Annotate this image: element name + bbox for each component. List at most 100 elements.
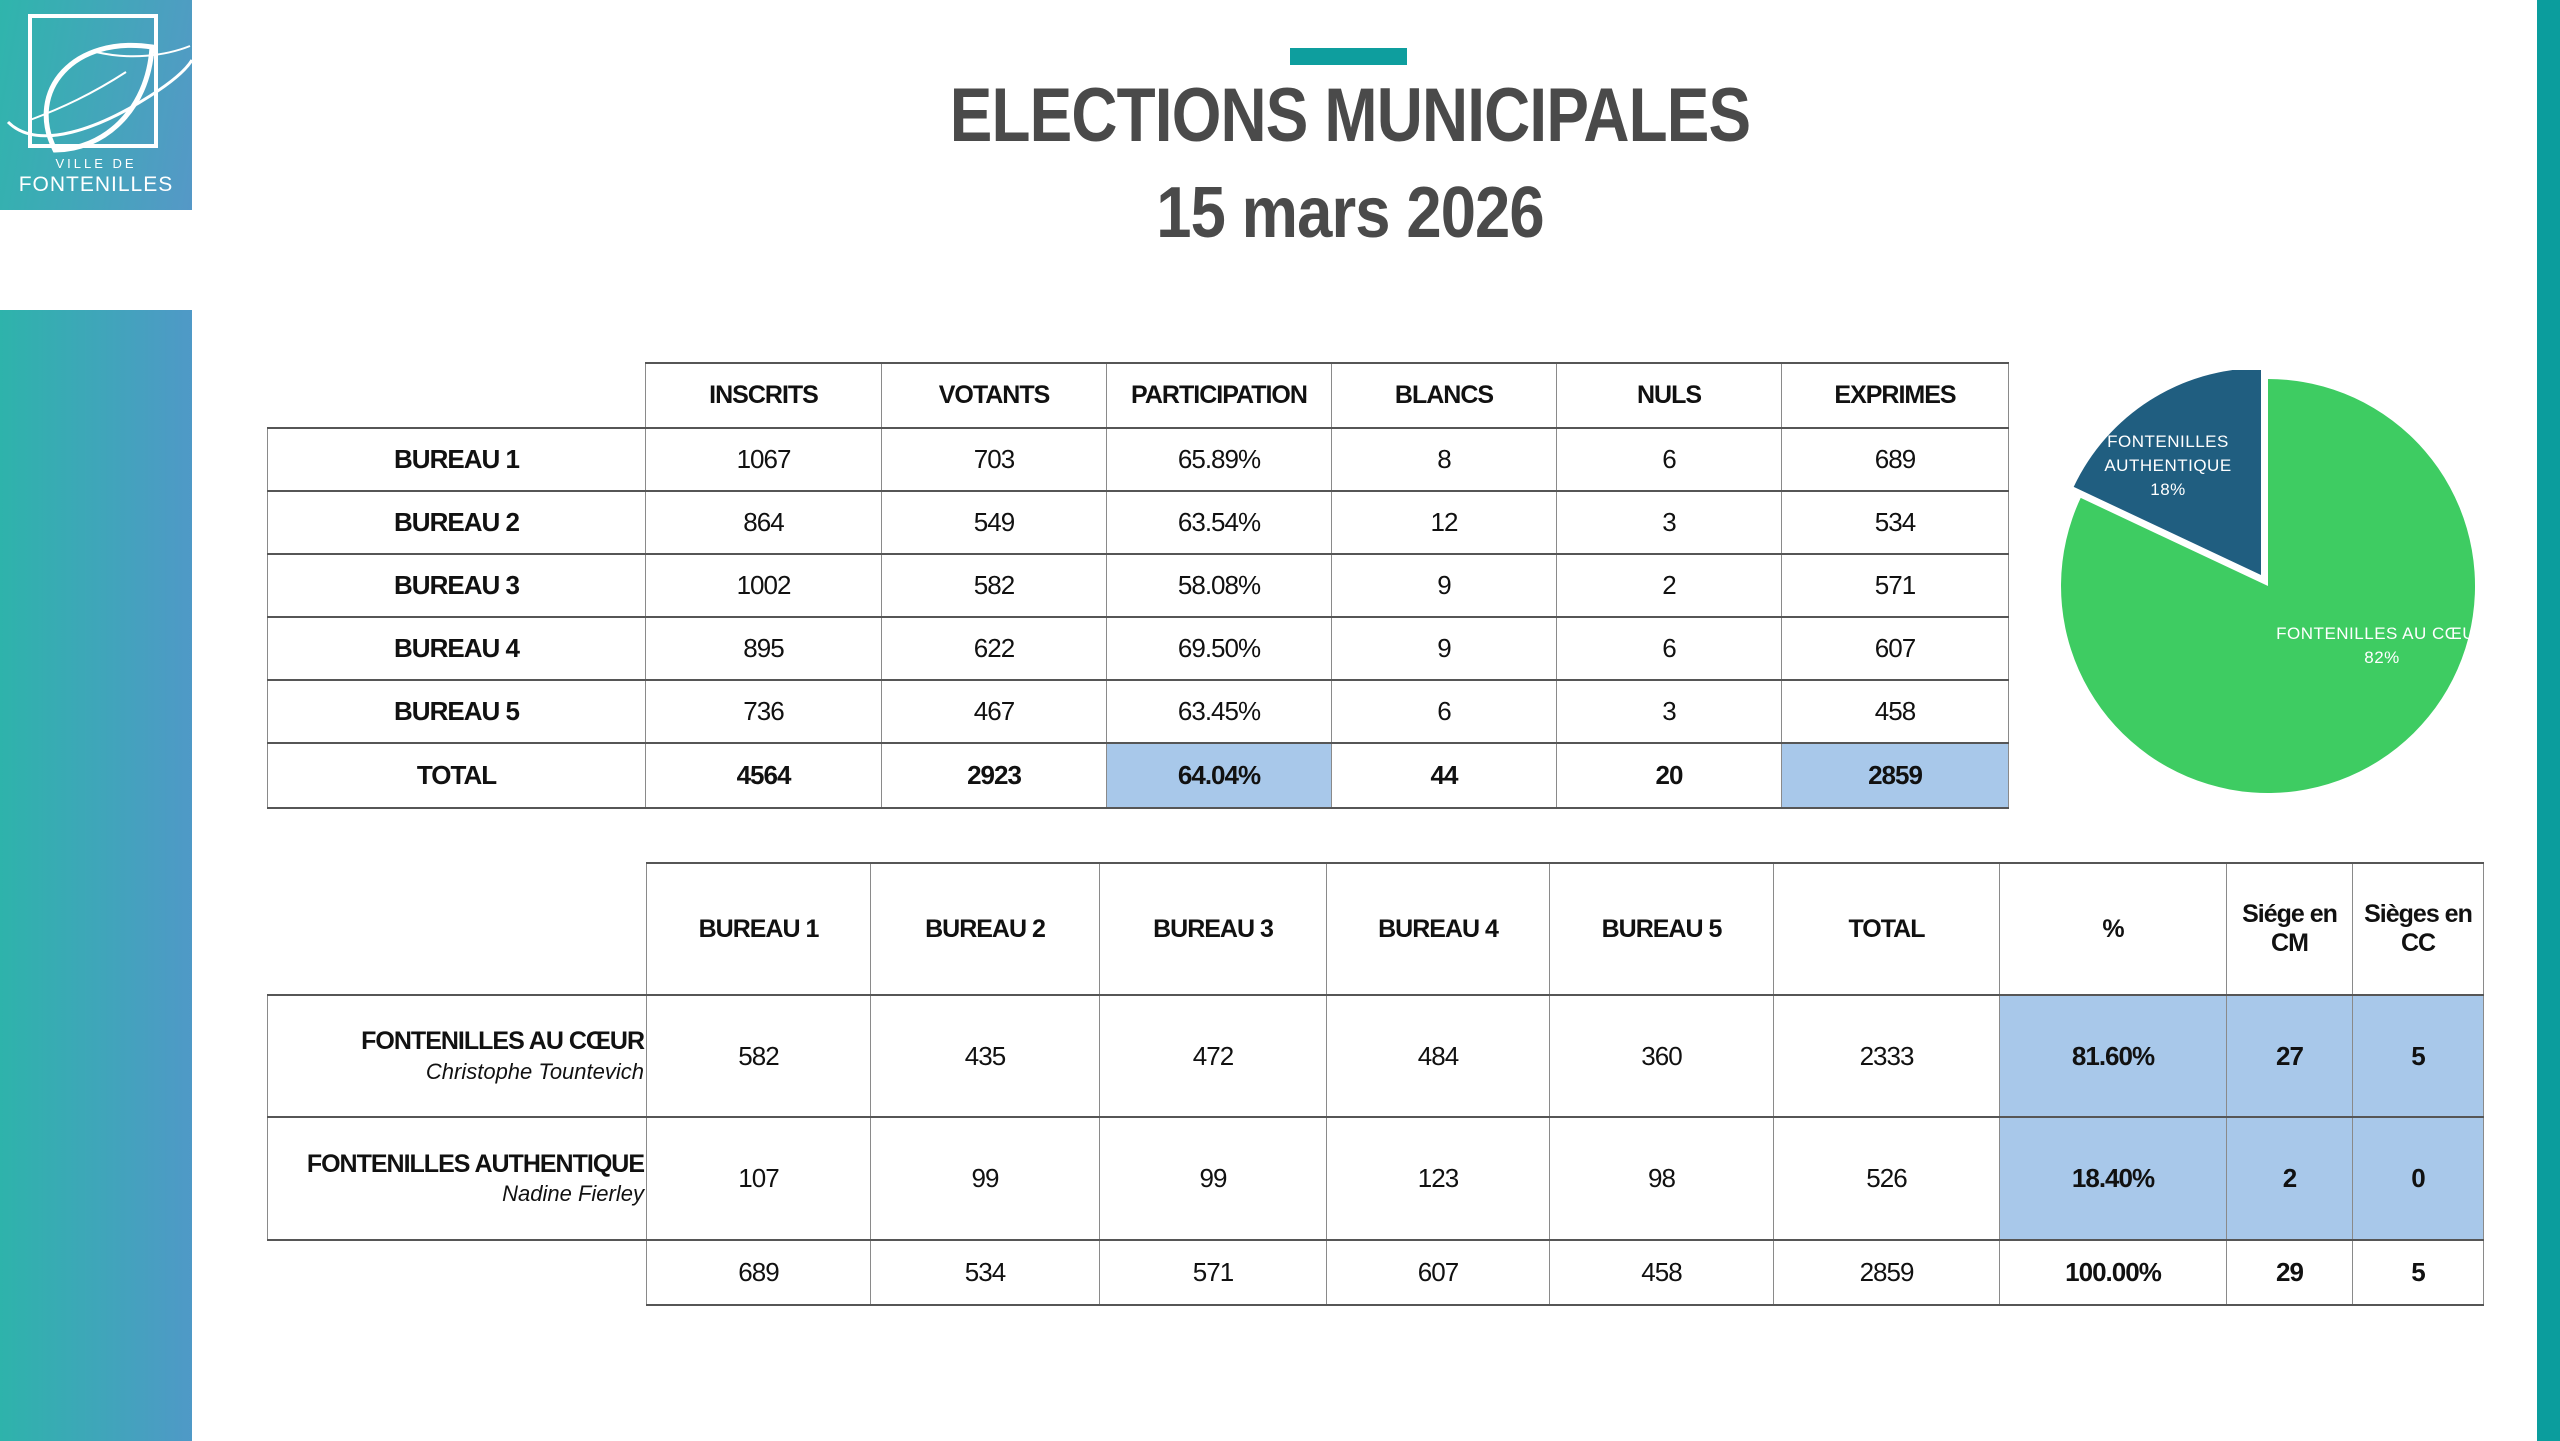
corner-cell xyxy=(267,1240,647,1305)
table-row: BUREAU 4 895 622 69.50% 9 6 607 xyxy=(267,616,2009,681)
row-label: BUREAU 3 xyxy=(267,553,646,618)
cell: 8 xyxy=(1331,427,1557,492)
column-header: BLANCS xyxy=(1331,362,1557,429)
left-gradient-bar xyxy=(0,310,192,1441)
pie-label-coeur: FONTENILLES AU CŒUR 82% xyxy=(2262,622,2502,670)
column-header: BUREAU 4 xyxy=(1326,862,1550,996)
list-row: FONTENILLES AU CŒUR Christophe Tountevic… xyxy=(267,994,2484,1118)
list-name: FONTENILLES AU CŒUR xyxy=(361,1027,645,1056)
cell: 63.45% xyxy=(1106,679,1332,744)
cell: 6 xyxy=(1331,679,1557,744)
cell: 2 xyxy=(1556,553,1782,618)
participation-header-row: INSCRITS VOTANTS PARTICIPATION BLANCS NU… xyxy=(267,362,2009,429)
candidate-name: Nadine Fierley xyxy=(502,1181,644,1207)
column-header: BUREAU 1 xyxy=(646,862,871,996)
cell: 1002 xyxy=(645,553,882,618)
cell: 12 xyxy=(1331,490,1557,555)
column-header: BUREAU 2 xyxy=(870,862,1100,996)
table-row: BUREAU 3 1002 582 58.08% 9 2 571 xyxy=(267,553,2009,618)
cell: 534 xyxy=(870,1239,1100,1306)
participation-total-cell: 64.04% xyxy=(1106,742,1332,809)
pct-cell: 100.00% xyxy=(1999,1239,2227,1306)
cell: 65.89% xyxy=(1106,427,1332,492)
cm-seats-cell: 29 xyxy=(2226,1239,2353,1306)
cell: 472 xyxy=(1099,994,1327,1118)
row-label: TOTAL xyxy=(267,742,646,809)
cell: 9 xyxy=(1331,616,1557,681)
column-header: INSCRITS xyxy=(645,362,882,429)
cc-seats-cell: 5 xyxy=(2352,1239,2484,1306)
table-row: BUREAU 1 1067 703 65.89% 8 6 689 xyxy=(267,427,2009,492)
list-label: FONTENILLES AU CŒUR Christophe Tountevic… xyxy=(267,994,647,1118)
cell: 435 xyxy=(870,994,1100,1118)
list-label: FONTENILLES AUTHENTIQUE Nadine Fierley xyxy=(267,1116,647,1241)
cell: 6 xyxy=(1556,427,1782,492)
pct-cell: 81.60% xyxy=(1999,994,2227,1118)
cell: 607 xyxy=(1326,1239,1550,1306)
cell: 107 xyxy=(646,1116,871,1241)
cell: 582 xyxy=(646,994,871,1118)
pie-slice-authentique xyxy=(2073,368,2261,575)
election-date: 15 mars 2026 xyxy=(1156,173,1544,253)
leaf-icon xyxy=(6,14,192,153)
column-header: NULS xyxy=(1556,362,1782,429)
total-row: TOTAL 4564 2923 64.04% 44 20 2859 xyxy=(267,742,2009,809)
pie-label-name: FONTENILLES AU CŒUR xyxy=(2276,624,2488,643)
cm-seats-cell: 2 xyxy=(2226,1116,2353,1241)
logo-city-name: FONTENILLES xyxy=(18,172,174,196)
cell: 58.08% xyxy=(1106,553,1332,618)
cell: 864 xyxy=(645,490,882,555)
column-header: Sièges en CC xyxy=(2352,862,2484,996)
cell: 571 xyxy=(1781,553,2009,618)
logo-city-prefix: VILLE DE xyxy=(55,155,137,171)
cell: 467 xyxy=(881,679,1107,744)
pie-label-pct: 82% xyxy=(2364,647,2400,667)
cell: 9 xyxy=(1331,553,1557,618)
pie-label-pct: 18% xyxy=(2150,479,2186,499)
row-label: BUREAU 4 xyxy=(267,616,646,681)
cell: 1067 xyxy=(645,427,882,492)
logo-text: VILLE DE FONTENILLES xyxy=(0,156,192,199)
city-logo: VILLE DE FONTENILLES xyxy=(0,0,192,210)
cell: 2923 xyxy=(881,742,1107,809)
cm-seats-cell: 27 xyxy=(2226,994,2353,1118)
table-row: BUREAU 2 864 549 63.54% 12 3 534 xyxy=(267,490,2009,555)
cell: 2333 xyxy=(1773,994,2000,1118)
right-teal-bar xyxy=(2537,0,2560,1441)
cell: 703 xyxy=(881,427,1107,492)
cell: 99 xyxy=(870,1116,1100,1241)
cc-seats-cell: 5 xyxy=(2352,994,2484,1118)
results-pie-chart xyxy=(2052,368,2484,802)
cell: 6 xyxy=(1556,616,1782,681)
cell: 360 xyxy=(1549,994,1774,1118)
cell: 571 xyxy=(1099,1239,1327,1306)
cell: 98 xyxy=(1549,1116,1774,1241)
list-row: FONTENILLES AUTHENTIQUE Nadine Fierley 1… xyxy=(267,1116,2484,1241)
cell: 69.50% xyxy=(1106,616,1332,681)
participation-table: INSCRITS VOTANTS PARTICIPATION BLANCS NU… xyxy=(267,362,2009,809)
cell: 3 xyxy=(1556,679,1782,744)
cell: 63.54% xyxy=(1106,490,1332,555)
list-name: FONTENILLES AUTHENTIQUE xyxy=(306,1149,645,1178)
table-row: BUREAU 5 736 467 63.45% 6 3 458 xyxy=(267,679,2009,744)
cell: 689 xyxy=(1781,427,2009,492)
pie-label-authentique: FONTENILLES AUTHENTIQUE 18% xyxy=(2080,430,2256,501)
pie-slice-coeur xyxy=(2061,379,2476,793)
column-header: PARTICIPATION xyxy=(1106,362,1332,429)
cell: 99 xyxy=(1099,1116,1327,1241)
cell: 484 xyxy=(1326,994,1550,1118)
cell: 622 xyxy=(881,616,1107,681)
cc-seats-cell: 0 xyxy=(2352,1116,2484,1241)
cell: 689 xyxy=(646,1239,871,1306)
pct-cell: 18.40% xyxy=(1999,1116,2227,1241)
cell: 4564 xyxy=(645,742,882,809)
corner-cell xyxy=(267,863,647,995)
cell: 526 xyxy=(1773,1116,2000,1241)
column-header: BUREAU 3 xyxy=(1099,862,1327,996)
page-title: ELECTIONS MUNICIPALES xyxy=(949,73,1751,158)
column-header: VOTANTS xyxy=(881,362,1107,429)
lists-total-row: 689 534 571 607 458 2859 100.00% 29 5 xyxy=(267,1239,2484,1306)
cell: 895 xyxy=(645,616,882,681)
cell: 534 xyxy=(1781,490,2009,555)
cell: 549 xyxy=(881,490,1107,555)
